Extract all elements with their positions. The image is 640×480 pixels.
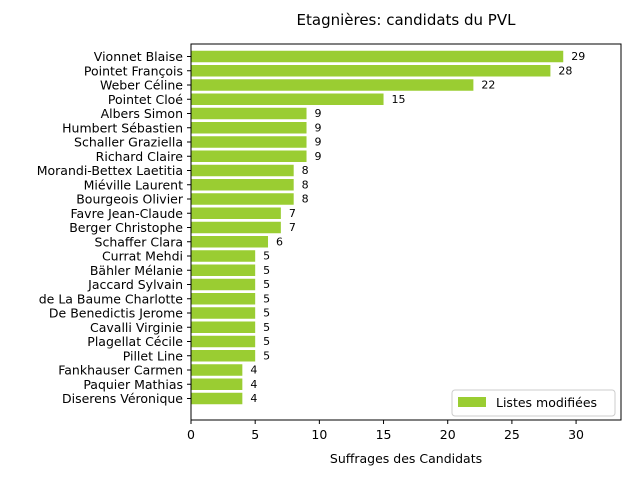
data-label: 7 (289, 207, 296, 220)
bar (191, 364, 243, 376)
category-label: Albers Simon (101, 106, 183, 121)
data-label: 6 (276, 235, 283, 248)
data-label: 29 (571, 50, 585, 63)
category-label: Richard Claire (96, 149, 184, 164)
category-label: Pillet Line (123, 348, 184, 363)
bar (191, 93, 384, 105)
data-label: 5 (263, 292, 270, 305)
bar (191, 79, 474, 91)
category-label: Weber Céline (100, 78, 183, 93)
bar (191, 221, 281, 234)
category-label: Fankhauser Carmen (58, 363, 183, 378)
bar (191, 350, 256, 362)
category-label: Bourgeois Olivier (76, 192, 184, 207)
x-tick-label: 15 (376, 427, 392, 442)
plot-frame (190, 43, 622, 421)
category-label: Bähler Mélanie (90, 263, 183, 278)
data-label: 9 (315, 150, 322, 163)
bar (191, 193, 294, 205)
bar (191, 307, 256, 319)
data-label: 5 (263, 321, 270, 334)
bar (191, 136, 307, 148)
data-label: 4 (250, 392, 257, 405)
x-axis-label: Suffrages des Candidats (330, 451, 482, 466)
bar (191, 207, 281, 219)
category-label: De Benedictis Jerome (49, 306, 183, 321)
category-label: Currat Mehdi (102, 249, 183, 264)
bar (191, 65, 551, 77)
data-label: 8 (302, 193, 309, 206)
bar (191, 107, 307, 120)
x-tick-label: 25 (504, 427, 520, 442)
data-label: 9 (315, 121, 322, 134)
category-label: Paquier Mathias (83, 377, 183, 392)
category-label: Morandi-Bettex Laetitia (37, 163, 183, 178)
category-label: Humbert Sébastien (62, 120, 183, 135)
x-tick-label: 5 (251, 427, 259, 442)
x-tick-label: 0 (187, 427, 195, 442)
bar (191, 236, 269, 248)
chart-title: Etagnières: candidats du PVL (297, 11, 517, 29)
bar (191, 122, 307, 134)
data-label: 4 (250, 378, 257, 391)
data-label: 9 (315, 136, 322, 149)
bar (191, 264, 256, 276)
data-label: 28 (558, 64, 572, 77)
data-label: 8 (302, 164, 309, 177)
category-label: Cavalli Virginie (90, 320, 183, 335)
legend: Listes modifiées (451, 389, 616, 417)
x-tick-label: 10 (311, 427, 327, 442)
bar (191, 378, 243, 390)
data-label: 22 (481, 79, 495, 92)
category-label: Schaffer Clara (95, 234, 183, 249)
category-label: Miéville Laurent (84, 177, 183, 192)
category-label: de La Baume Charlotte (39, 291, 184, 306)
data-label: 5 (263, 250, 270, 263)
category-label: Diserens Véronique (62, 391, 183, 406)
data-label: 9 (315, 107, 322, 120)
bar (191, 278, 256, 291)
data-label: 5 (263, 278, 270, 291)
x-tick-label: 30 (568, 427, 584, 442)
category-label: Pointet Cloé (108, 92, 183, 107)
legend-frame (451, 389, 616, 417)
data-label: 15 (392, 93, 406, 106)
data-label: 5 (263, 349, 270, 362)
x-tick-label: 20 (440, 427, 456, 442)
bar (191, 392, 243, 405)
data-label: 5 (263, 264, 270, 277)
bar (191, 50, 564, 63)
data-label: 5 (263, 335, 270, 348)
data-label: 7 (289, 221, 296, 234)
bar (191, 335, 256, 348)
category-label: Favre Jean-Claude (70, 206, 183, 221)
data-label: 4 (250, 364, 257, 377)
bar (191, 321, 256, 333)
bar (191, 179, 294, 191)
category-label: Berger Christophe (69, 220, 183, 235)
category-label: Schaller Graziella (74, 135, 183, 150)
legend-label: Listes modifiées (496, 395, 597, 410)
legend-swatch (458, 397, 486, 407)
data-label: 8 (302, 178, 309, 191)
bar (191, 250, 256, 262)
bars-group (191, 50, 564, 405)
bar (191, 150, 307, 162)
category-label: Jaccard Sylvain (87, 277, 183, 292)
category-label: Vionnet Blaise (94, 49, 184, 64)
data-label: 5 (263, 307, 270, 320)
x-axis-ticks: 0 5 10 15 20 25 30 (187, 420, 584, 442)
bar (191, 164, 294, 177)
category-label: Pointet François (84, 63, 183, 78)
category-label: Plagellat Cécile (87, 334, 183, 349)
bar (191, 293, 256, 305)
